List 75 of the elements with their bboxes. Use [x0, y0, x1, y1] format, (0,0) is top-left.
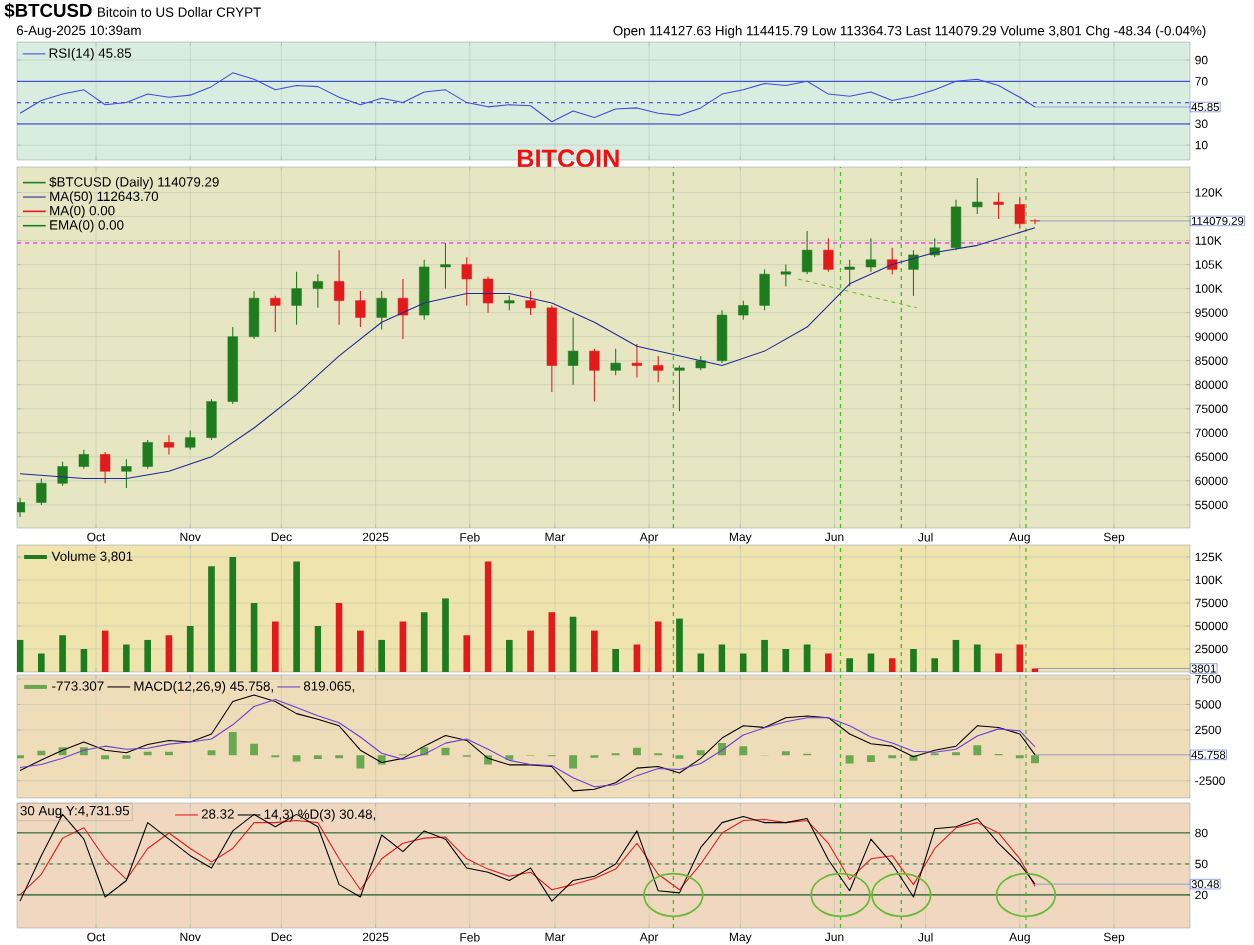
- y-tick-label: 80000: [1195, 380, 1228, 390]
- x-tick-label: Jun: [824, 932, 844, 942]
- annotation: MA(0) 0.00: [50, 205, 115, 218]
- x-tick-label: May: [729, 532, 752, 544]
- x-tick-label: May: [729, 932, 752, 944]
- x-tick-label: Oct: [87, 932, 106, 942]
- annotation: 45.85: [1191, 103, 1219, 112]
- x-tick-label: Feb: [460, 932, 480, 942]
- y-tick-label: 90000: [1195, 332, 1228, 341]
- x-tick-label: Oct: [87, 532, 106, 542]
- y-tick-label: 10: [1195, 140, 1208, 150]
- x-tick-label: 2025: [362, 932, 389, 942]
- y-tick-label: 100K: [1195, 575, 1223, 585]
- x-tick-label: Jun: [824, 532, 844, 542]
- annotation: 3801: [1191, 664, 1216, 673]
- annotation: 30 Aug Y:4,731.95: [20, 805, 130, 818]
- annotation: 114079.29: [1191, 216, 1244, 225]
- text: $BTCUSD (Daily) 114079.29: [49, 176, 219, 190]
- y-tick-label: 85000: [1195, 356, 1228, 365]
- chart-subtitle: Bitcoin to US Dollar CRYPT: [98, 7, 261, 17]
- x-tick-label: Nov: [180, 532, 201, 542]
- y-tick-label: 70000: [1195, 428, 1228, 438]
- legend-label: 819.065,: [303, 681, 355, 693]
- y-tick-label: 105K: [1195, 260, 1223, 269]
- y-tick-label: 5000: [1195, 700, 1221, 709]
- x-tick-label: 2025: [362, 532, 389, 542]
- legend-label: 14,3) %D(3) 30.48,: [264, 809, 376, 822]
- x-tick-label: Dec: [271, 532, 292, 542]
- x-tick-label: Dec: [271, 932, 292, 942]
- y-tick-label: 75000: [1195, 404, 1228, 414]
- x-tick-label: Jul: [918, 532, 933, 542]
- y-tick-label: 75000: [1195, 598, 1228, 608]
- legend-label: Volume 3,801: [51, 551, 133, 563]
- x-tick-label: Apr: [639, 932, 659, 944]
- y-tick-label: 30: [1195, 119, 1208, 129]
- legend-label: MACD(12,26,9) 45.758,: [134, 681, 273, 694]
- y-tick-label: 95000: [1195, 308, 1228, 317]
- y-tick-label: 90: [1195, 55, 1208, 65]
- chart-title: $BTCUSD: [4, 2, 92, 19]
- annotation: 30.48: [1191, 880, 1219, 889]
- legend-label: RSI(14) 45.85: [49, 48, 132, 61]
- x-tick-label: Jul: [918, 932, 933, 942]
- x-tick-label: Aug: [1009, 532, 1030, 544]
- x-tick-label: Sep: [1103, 932, 1125, 944]
- annotation: 45.758: [1191, 750, 1226, 759]
- y-tick-label: 60000: [1195, 476, 1228, 486]
- x-tick-label: Feb: [460, 532, 480, 542]
- y-tick-label: 7500: [1195, 674, 1221, 684]
- legend-label: MA(50) 112643.70: [50, 191, 159, 204]
- y-tick-label: 50: [1195, 859, 1208, 869]
- y-tick-label: 20: [1195, 890, 1208, 900]
- x-tick-label: Mar: [545, 932, 566, 942]
- y-tick-label: 125K: [1195, 552, 1223, 562]
- y-tick-label: 55000: [1195, 500, 1228, 510]
- annotation: EMA(0) 0.00: [50, 219, 124, 233]
- x-tick-label: Sep: [1103, 532, 1125, 544]
- x-tick-label: Apr: [639, 532, 659, 544]
- y-tick-label: 110K: [1195, 236, 1222, 245]
- x-tick-label: Nov: [180, 932, 201, 942]
- x-tick-label: Mar: [545, 532, 566, 542]
- legend-label: -773.307: [52, 681, 104, 691]
- annotation: BITCOIN: [517, 149, 619, 168]
- y-tick-label: 70: [1195, 77, 1208, 86]
- y-tick-label: 120K: [1195, 188, 1223, 197]
- y-tick-label: 25000: [1195, 644, 1228, 654]
- y-tick-label: 80: [1195, 828, 1208, 838]
- y-tick-label: 65000: [1195, 452, 1228, 462]
- y-tick-label: 100K: [1195, 284, 1223, 293]
- y-tick-label: 2500: [1195, 725, 1221, 735]
- x-tick-label: Aug: [1009, 932, 1030, 944]
- y-tick-label: -2500: [1195, 776, 1225, 785]
- text: 6-Aug-2025 10:39am: [16, 25, 141, 38]
- text: Open 114127.63 High 114415.79 Low 113364.73 Last 114079.29 Volume 3,801 Chg -48.34 (-0.04%): [613, 25, 1206, 39]
- y-tick-label: 50000: [1195, 621, 1228, 631]
- legend-label: 28.32: [201, 809, 234, 819]
